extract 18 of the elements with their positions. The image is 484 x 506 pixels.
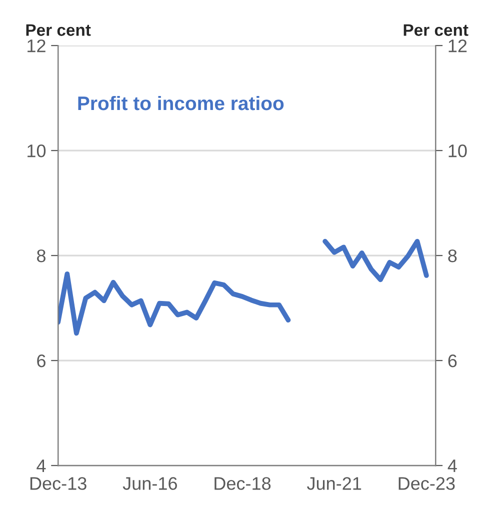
x-tick-label: Jun-16 <box>122 477 177 490</box>
y2-tick-label: 10 <box>448 144 467 158</box>
text: Profit to income ratioo <box>78 96 284 110</box>
y-axis-title: Per cent <box>26 24 91 36</box>
y2-tick-label: 4 <box>448 460 457 472</box>
y2-tick-label: 6 <box>448 354 457 368</box>
y-tick-label: 12 <box>28 39 46 52</box>
y-tick-label: 4 <box>36 460 46 472</box>
y-tick-label: 8 <box>37 249 46 262</box>
y-tick-label: 6 <box>37 354 46 368</box>
x-tick-label: Jun-21 <box>307 477 362 490</box>
y2-axis-title: Per cent <box>404 24 468 36</box>
x-tick-label: Dec-18 <box>214 477 271 490</box>
y2-tick-label: 8 <box>448 249 457 262</box>
x-tick-label: Dec-13 <box>30 477 86 490</box>
y2-tick-label: 12 <box>448 39 467 52</box>
x-tick-label: Dec-23 <box>398 477 455 490</box>
y-tick-label: 10 <box>28 144 46 158</box>
